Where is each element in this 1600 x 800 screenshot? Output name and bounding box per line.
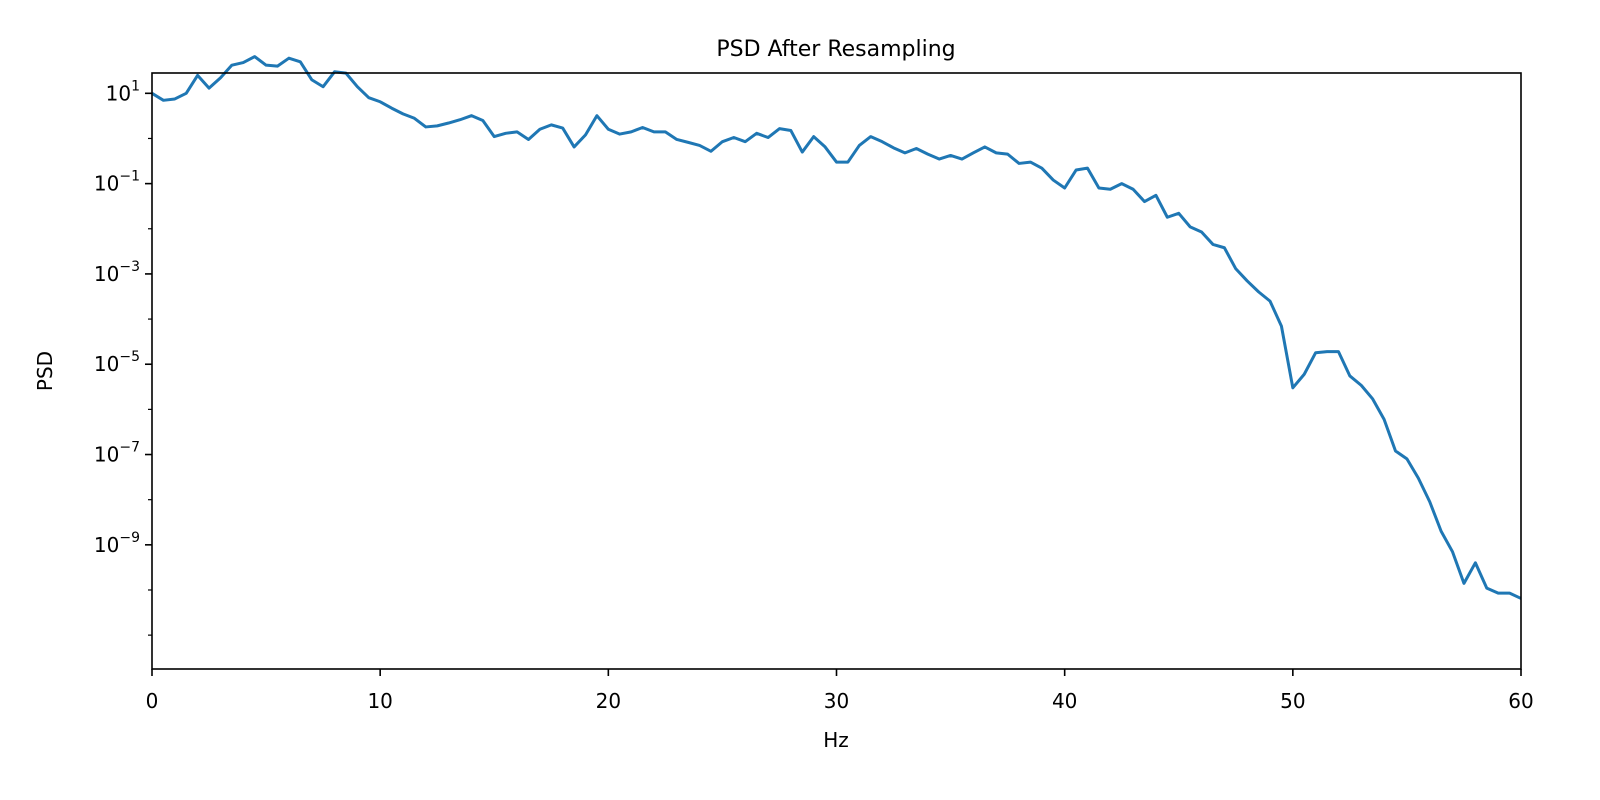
plot-area: 0 10 20 30 40 50 60 101 10−1 10−3 10−5 10−7 10−9 bbox=[94, 55, 1534, 713]
y-axis-label: PSD bbox=[33, 351, 57, 391]
chart-title: PSD After Resampling bbox=[716, 37, 955, 62]
x-tick-label: 40 bbox=[1052, 689, 1077, 713]
x-tick-label: 10 bbox=[367, 689, 392, 713]
series-line-0 bbox=[151, 55, 1522, 600]
y-tick-label: 10−1 bbox=[94, 169, 140, 196]
x-axis-label: Hz bbox=[823, 728, 849, 752]
x-tick-label: 0 bbox=[146, 689, 159, 713]
y-tick-label: 10−9 bbox=[94, 530, 140, 557]
x-tick-label: 60 bbox=[1508, 689, 1533, 713]
x-tick-label: 20 bbox=[596, 689, 621, 713]
x-tick-label: 30 bbox=[824, 689, 849, 713]
y-tick-label: 10−5 bbox=[94, 349, 140, 376]
y-tick-label: 10−3 bbox=[94, 259, 140, 286]
y-tick-label: 10−7 bbox=[94, 440, 140, 467]
x-tick-label: 50 bbox=[1280, 689, 1305, 713]
y-tick-label: 101 bbox=[106, 78, 140, 105]
